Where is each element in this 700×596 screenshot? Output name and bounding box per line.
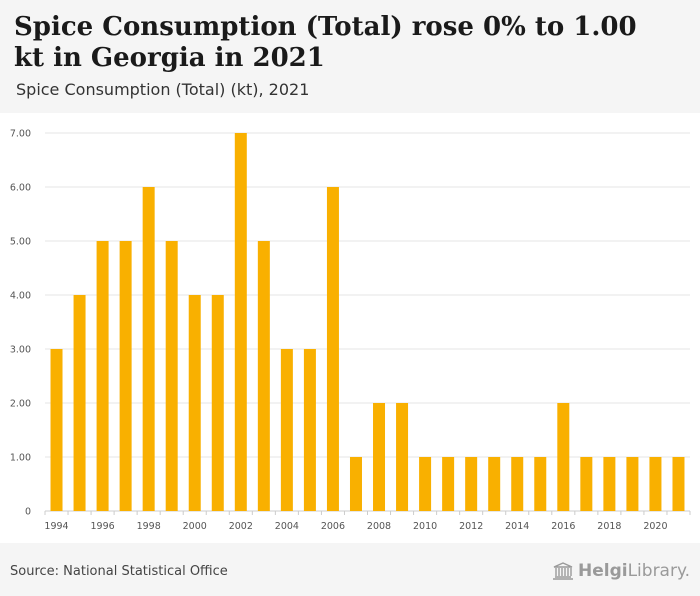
x-tick-label: 2012 <box>459 521 483 532</box>
bar-1995[interactable] <box>73 295 86 511</box>
bar-2008[interactable] <box>373 403 386 511</box>
header: Spice Consumption (Total) rose 0% to 1.0… <box>0 0 700 113</box>
bar-1996[interactable] <box>96 241 109 511</box>
x-axis-tick-marks <box>44 511 691 515</box>
logo-text: HelgiLibrary. <box>577 561 690 581</box>
bar-2007[interactable] <box>349 457 362 511</box>
bar-2020[interactable] <box>649 457 662 511</box>
bar-2004[interactable] <box>280 349 293 511</box>
y-tick-label: 2.00 <box>10 399 31 410</box>
bar-2002[interactable] <box>234 133 247 511</box>
chart-area: 0 1.00 2.00 3.00 4.00 5.00 6.00 7.00 1994 1996 19… <box>0 113 700 543</box>
bar-2019[interactable] <box>626 457 639 511</box>
x-tick-label: 2008 <box>367 521 391 532</box>
chart-title: Spice Consumption (Total) rose 0% to 1.0… <box>14 12 637 73</box>
grid-lines <box>45 132 690 512</box>
y-tick-label: 7.00 <box>10 129 31 140</box>
x-tick-label: 2020 <box>643 521 667 532</box>
x-tick-label: 2016 <box>551 521 575 532</box>
y-axis-ticks: 0 1.00 2.00 3.00 4.00 5.00 6.00 7.00 <box>10 129 31 518</box>
bar-2003[interactable] <box>257 241 270 511</box>
bar-1997[interactable] <box>119 241 132 511</box>
y-tick-label: 6.00 <box>10 183 31 194</box>
helgi-library-logo[interactable]: HelgiLibrary. <box>552 561 690 581</box>
x-tick-label: 1996 <box>90 521 114 532</box>
y-tick-label: 3.00 <box>10 345 31 356</box>
bar-chart: 01.002.003.004.005.006.007.00 1994 1996 19… <box>10 129 691 532</box>
x-tick-label: 2014 <box>505 521 529 532</box>
source-note: Source: National Statistical Office <box>10 564 228 579</box>
bar-2009[interactable] <box>396 403 409 511</box>
bar-2016[interactable] <box>557 403 570 511</box>
x-tick-label: 1994 <box>44 521 68 532</box>
bar-2012[interactable] <box>465 457 478 511</box>
x-axis-ticks: 1994 1996 1998 2000 2002 2004 2006 2008 2010 2012… <box>44 521 667 532</box>
x-tick-label: 2010 <box>413 521 437 532</box>
bar-2010[interactable] <box>419 457 432 511</box>
bar-2000[interactable] <box>188 295 201 511</box>
bar-2006[interactable] <box>326 187 339 511</box>
bars <box>50 133 685 511</box>
x-tick-label: 2018 <box>597 521 621 532</box>
bar-1999[interactable] <box>165 241 178 511</box>
y-tick-label: 5.00 <box>10 237 31 248</box>
bar-1994[interactable] <box>50 349 63 511</box>
bar-2017[interactable] <box>580 457 593 511</box>
y-tick-label: 4.00 <box>10 291 31 302</box>
bar-2018[interactable] <box>603 457 616 511</box>
x-tick-label: 2002 <box>229 521 253 532</box>
x-tick-label: 2006 <box>321 521 345 532</box>
x-tick-label: 2000 <box>183 521 207 532</box>
footer: Source: National Statistical Office Helg… <box>0 543 700 596</box>
bar-2021[interactable] <box>672 457 685 511</box>
bar-2013[interactable] <box>488 457 501 511</box>
library-building-icon <box>552 562 573 580</box>
bar-1998[interactable] <box>142 187 155 511</box>
bar-2005[interactable] <box>303 349 316 511</box>
x-tick-label: 2004 <box>275 521 299 532</box>
y-tick-label: 1.00 <box>10 453 31 464</box>
bar-2015[interactable] <box>534 457 547 511</box>
bar-2014[interactable] <box>511 457 524 511</box>
x-tick-label: 1998 <box>137 521 161 532</box>
y-tick-label: 0 <box>25 507 31 518</box>
chart-subtitle: Spice Consumption (Total) (kt), 2021 <box>16 80 310 99</box>
bar-2001[interactable] <box>211 295 224 511</box>
bar-2011[interactable] <box>442 457 455 511</box>
